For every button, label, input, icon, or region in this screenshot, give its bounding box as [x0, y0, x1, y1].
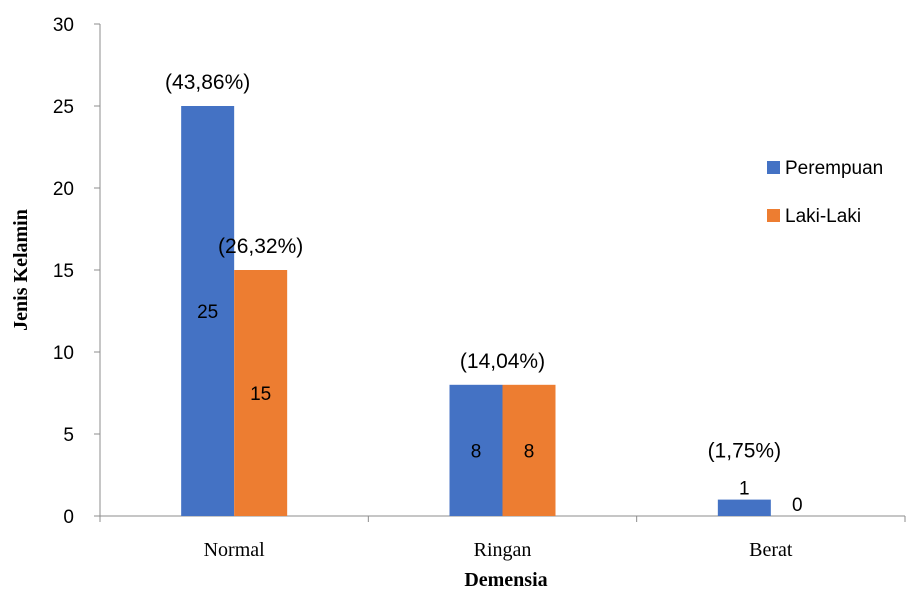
y-axis: 0 5 10 15 20 25 30 — [53, 15, 101, 528]
legend-label: Laki-Laki — [785, 206, 861, 227]
data-label: 8 — [471, 441, 482, 462]
y-tick-label: 15 — [53, 261, 74, 282]
legend-swatch — [767, 209, 780, 222]
percent-annotation: (14,04%) — [460, 350, 545, 373]
percent-annotations: (43,86%) (26,32%) (14,04%) (1,75%) — [165, 71, 781, 463]
x-tick-label: Berat — [749, 539, 793, 561]
bar — [234, 270, 288, 516]
bar — [181, 106, 235, 516]
data-label: 8 — [524, 441, 535, 462]
data-labels: 25 8 1 15 8 0 — [197, 302, 803, 516]
y-axis-title: Jenis Kelamin — [10, 209, 32, 331]
bars — [181, 106, 771, 516]
data-label: 15 — [250, 384, 271, 405]
data-label: 0 — [792, 495, 803, 516]
legend-swatch — [767, 161, 780, 174]
percent-annotation: (26,32%) — [218, 235, 303, 258]
data-label: 1 — [739, 479, 750, 500]
percent-annotation: (43,86%) — [165, 71, 250, 94]
y-tick-label: 30 — [53, 15, 74, 36]
x-tick-label: Ringan — [474, 539, 532, 561]
x-axis: Normal Ringan Berat — [99, 515, 906, 561]
bar — [502, 384, 556, 516]
y-tick-label: 0 — [63, 507, 74, 528]
y-tick-label: 25 — [53, 97, 74, 118]
y-tick-label: 20 — [53, 179, 74, 200]
percent-annotation: (1,75%) — [708, 440, 782, 463]
y-tick-label: 10 — [53, 343, 74, 364]
y-tick-label: 5 — [63, 425, 74, 446]
bar — [449, 384, 503, 516]
data-label: 25 — [197, 302, 218, 323]
legend: Perempuan Laki-Laki — [767, 158, 883, 227]
x-axis-title: Demensia — [464, 569, 547, 591]
bar — [717, 499, 771, 516]
x-tick-label: Normal — [204, 539, 266, 561]
legend-label: Perempuan — [785, 158, 883, 179]
